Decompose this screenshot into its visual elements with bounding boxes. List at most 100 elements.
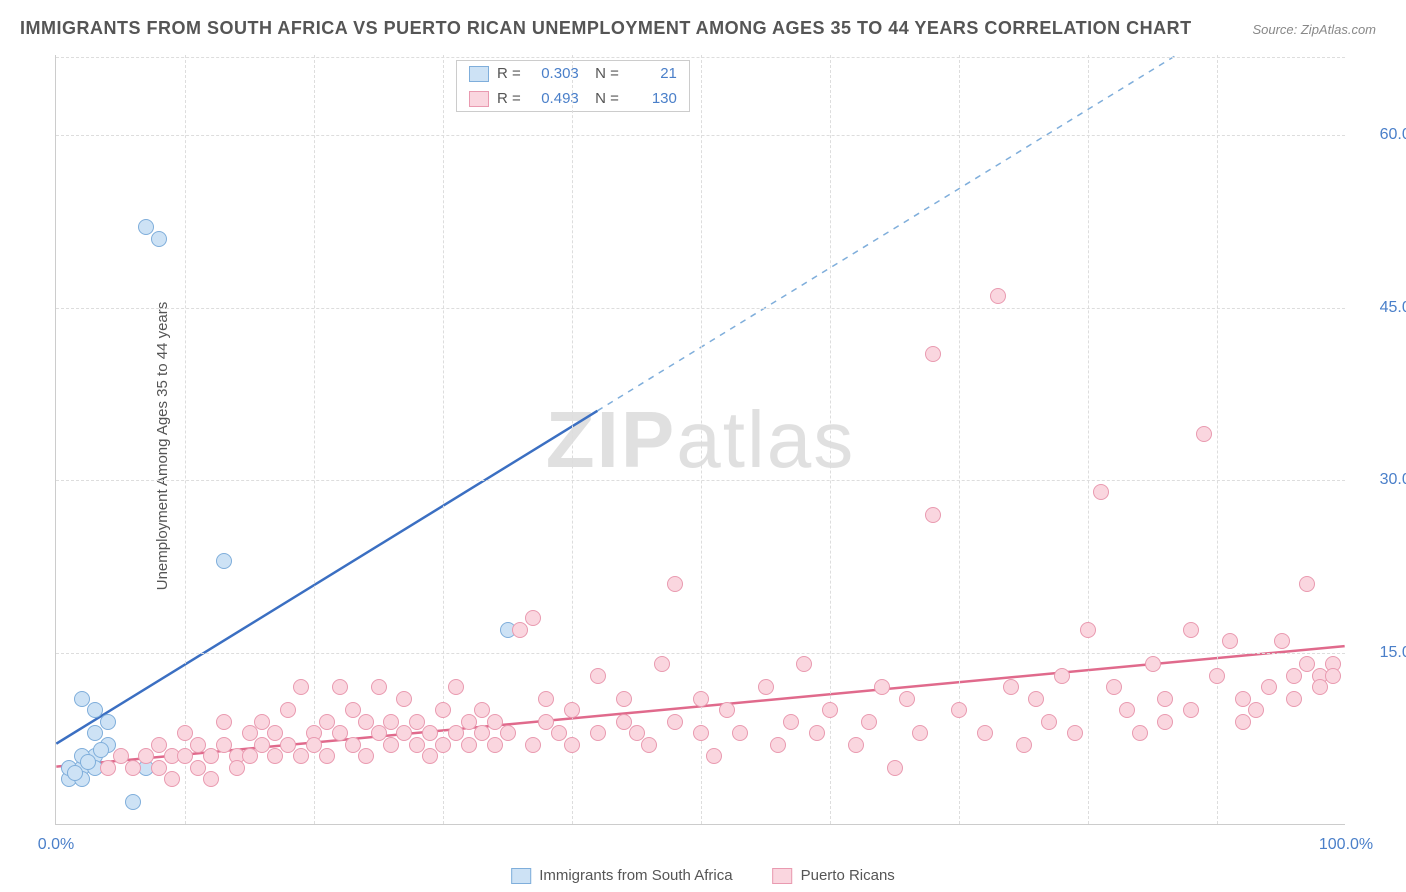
data-point xyxy=(448,679,464,695)
data-point xyxy=(293,679,309,695)
data-point xyxy=(422,748,438,764)
data-point xyxy=(371,679,387,695)
data-point xyxy=(332,679,348,695)
data-point xyxy=(435,737,451,753)
data-point xyxy=(100,760,116,776)
data-point xyxy=(487,737,503,753)
data-point xyxy=(1222,633,1238,649)
data-point xyxy=(87,725,103,741)
data-point xyxy=(1183,702,1199,718)
legend-label: Immigrants from South Africa xyxy=(539,867,732,884)
data-point xyxy=(641,737,657,753)
data-point xyxy=(538,691,554,707)
data-point xyxy=(80,754,96,770)
data-point xyxy=(164,771,180,787)
data-point xyxy=(500,725,516,741)
x-tick-label: 0.0% xyxy=(38,836,74,854)
swatch-icon xyxy=(773,868,793,884)
data-point xyxy=(925,346,941,362)
bottom-legend: Immigrants from South Africa Puerto Rica… xyxy=(511,867,895,884)
data-point xyxy=(461,737,477,753)
n-value: 130 xyxy=(627,90,677,107)
watermark-bold: ZIP xyxy=(546,395,676,484)
data-point xyxy=(667,714,683,730)
data-point xyxy=(616,691,632,707)
data-point xyxy=(990,288,1006,304)
data-point xyxy=(925,507,941,523)
data-point xyxy=(564,737,580,753)
scatter-chart: ZIPatlas R =0.303 N =21R =0.493 N =130 1… xyxy=(55,55,1345,825)
data-point xyxy=(693,691,709,707)
data-point xyxy=(706,748,722,764)
gridline xyxy=(1217,55,1218,824)
data-point xyxy=(1093,484,1109,500)
data-point xyxy=(93,742,109,758)
data-point xyxy=(512,622,528,638)
gridline xyxy=(185,55,186,824)
data-point xyxy=(1106,679,1122,695)
n-label: N = xyxy=(587,90,619,107)
data-point xyxy=(1119,702,1135,718)
data-point xyxy=(1299,576,1315,592)
data-point xyxy=(1054,668,1070,684)
data-point xyxy=(1028,691,1044,707)
data-point xyxy=(1209,668,1225,684)
data-point xyxy=(396,691,412,707)
data-point xyxy=(719,702,735,718)
data-point xyxy=(1016,737,1032,753)
data-point xyxy=(125,760,141,776)
data-point xyxy=(667,576,683,592)
r-label: R = xyxy=(497,65,521,82)
x-tick-label: 100.0% xyxy=(1319,836,1373,854)
data-point xyxy=(242,748,258,764)
data-point xyxy=(267,748,283,764)
swatch-icon xyxy=(511,868,531,884)
data-point xyxy=(590,668,606,684)
data-point xyxy=(1003,679,1019,695)
data-point xyxy=(654,656,670,672)
data-point xyxy=(293,748,309,764)
data-point xyxy=(435,702,451,718)
data-point xyxy=(1041,714,1057,730)
data-point xyxy=(1274,633,1290,649)
chart-title: IMMIGRANTS FROM SOUTH AFRICA VS PUERTO R… xyxy=(20,18,1192,39)
data-point xyxy=(358,748,374,764)
data-point xyxy=(1196,426,1212,442)
data-point xyxy=(1183,622,1199,638)
data-point xyxy=(783,714,799,730)
data-point xyxy=(693,725,709,741)
gridline xyxy=(701,55,702,824)
swatch-icon xyxy=(469,91,489,107)
data-point xyxy=(809,725,825,741)
data-point xyxy=(125,794,141,810)
data-point xyxy=(822,702,838,718)
n-value: 21 xyxy=(627,65,677,82)
data-point xyxy=(848,737,864,753)
data-point xyxy=(525,610,541,626)
gridline xyxy=(314,55,315,824)
data-point xyxy=(151,231,167,247)
legend-item-pr: Puerto Ricans xyxy=(773,867,895,884)
data-point xyxy=(525,737,541,753)
swatch-icon xyxy=(469,66,489,82)
data-point xyxy=(1145,656,1161,672)
data-point xyxy=(1157,714,1173,730)
data-point xyxy=(280,702,296,718)
data-point xyxy=(1080,622,1096,638)
data-point xyxy=(100,714,116,730)
r-label: R = xyxy=(497,90,521,107)
data-point xyxy=(1286,691,1302,707)
source-credit: Source: ZipAtlas.com xyxy=(1252,22,1376,37)
legend-label: Puerto Ricans xyxy=(801,867,895,884)
y-tick-label: 45.0% xyxy=(1355,299,1406,317)
data-point xyxy=(1157,691,1173,707)
data-point xyxy=(203,748,219,764)
data-point xyxy=(732,725,748,741)
y-tick-label: 15.0% xyxy=(1355,644,1406,662)
y-tick-label: 30.0% xyxy=(1355,471,1406,489)
data-point xyxy=(758,679,774,695)
legend-item-sa: Immigrants from South Africa xyxy=(511,867,732,884)
data-point xyxy=(229,760,245,776)
data-point xyxy=(912,725,928,741)
n-label: N = xyxy=(587,65,619,82)
